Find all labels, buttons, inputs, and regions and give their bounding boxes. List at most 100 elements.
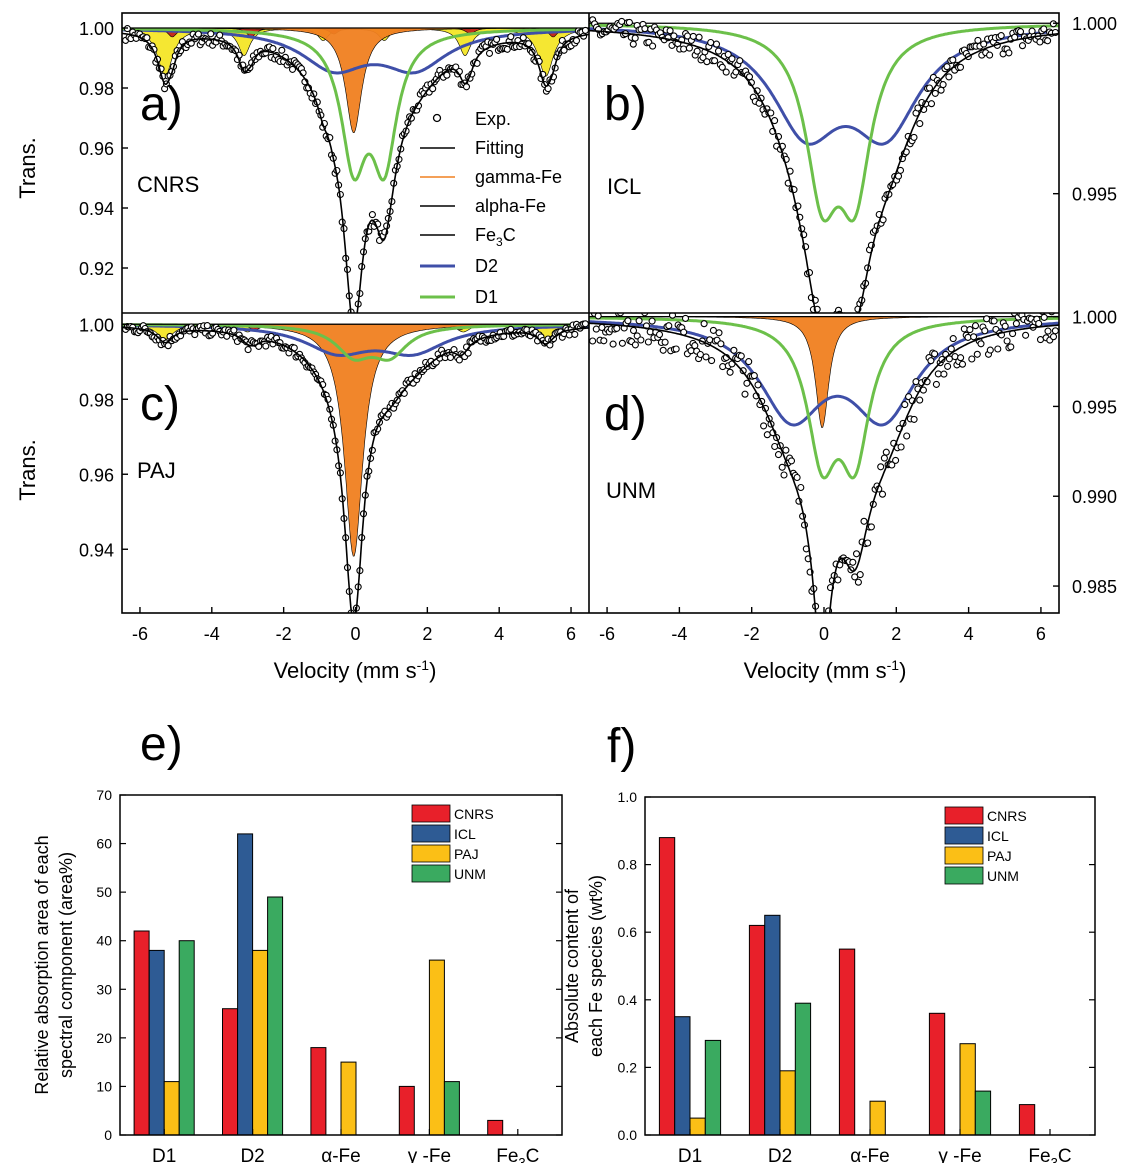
- exp-point: [641, 25, 649, 33]
- legend-swatch-unm: [944, 866, 984, 885]
- component-d1-d: [589, 316, 1059, 480]
- exp-point: [986, 346, 994, 354]
- exp-point: [661, 338, 669, 346]
- exp-point: [867, 523, 875, 531]
- bar-unm-3: [974, 1090, 992, 1136]
- exp-point: [659, 346, 667, 354]
- exp-point: [927, 357, 935, 365]
- exp-point: [970, 333, 978, 341]
- exp-point: [262, 342, 270, 350]
- exp-point: [462, 83, 471, 91]
- exp-point: [940, 370, 948, 378]
- x-tick-label: -6: [599, 624, 615, 644]
- exp-point: [637, 336, 645, 344]
- exp-point: [203, 322, 211, 330]
- exp-point: [852, 550, 861, 558]
- exp-point: [849, 332, 855, 338]
- x-tick-label: -6: [132, 624, 148, 644]
- legend-label-fitting: Fitting: [475, 138, 524, 158]
- bar-paj-1: [779, 1070, 796, 1136]
- exp-point: [715, 329, 723, 337]
- exp-point: [702, 353, 710, 361]
- exp-point: [635, 317, 643, 325]
- sample-label-cnrs: CNRS: [137, 172, 199, 197]
- exp-point: [695, 33, 703, 41]
- exp-point: [668, 313, 677, 319]
- exp-point: [901, 401, 909, 409]
- legend-swatch-paj: [411, 844, 451, 863]
- exp-point: [925, 84, 934, 92]
- exp-point: [708, 357, 716, 365]
- exp-point: [700, 320, 708, 328]
- exp-point: [910, 415, 918, 423]
- legend-swatch-icl: [411, 824, 451, 843]
- exp-point: [670, 32, 678, 40]
- exp-point: [649, 42, 657, 50]
- x-tick-label: -2: [744, 624, 760, 644]
- y-tick-label: 0.94: [79, 199, 114, 219]
- fitting-curve-a: [122, 32, 589, 313]
- spectra-legend: Exp. Fitting gamma-Fe alpha-Fe Fe3C D2 D…: [420, 109, 562, 307]
- y-tick-label: 0.4: [618, 992, 638, 1008]
- exp-point: [797, 483, 805, 492]
- legend-label-cnrs: CNRS: [987, 808, 1027, 824]
- exp-point: [782, 446, 790, 454]
- exp-point: [693, 47, 701, 55]
- bar-paj-0: [689, 1117, 706, 1136]
- legend-label-icl: ICL: [454, 826, 476, 842]
- exp-point: [931, 89, 939, 97]
- bar-cnrs-2: [838, 948, 856, 1136]
- bar-chart-absolute-content: D1 D2 α-Fe γ -Fe Fe3C 0.0 0.2 0.4 0.6 0.8 1.0 Absol…: [562, 789, 1096, 1163]
- exp-point: [916, 396, 924, 404]
- x-tick-label: -4: [204, 624, 220, 644]
- y-tick-label: 0.990: [1072, 487, 1117, 507]
- exp-point: [681, 314, 690, 322]
- exp-point: [665, 322, 673, 330]
- exp-point: [581, 320, 589, 328]
- y-tick-label: 0: [104, 1127, 112, 1143]
- exp-point: [760, 422, 768, 430]
- exp-point: [680, 45, 688, 53]
- x-tick-label: 4: [494, 624, 504, 644]
- y-tick-label: 0.995: [1072, 397, 1117, 417]
- exp-point: [493, 35, 501, 43]
- exp-point: [443, 71, 451, 79]
- y-tick-label: 0.985: [1072, 577, 1117, 597]
- y-tick-label: 0.995: [1072, 185, 1117, 205]
- legend-label-exp: Exp.: [475, 109, 511, 129]
- bar-unm-1: [267, 896, 284, 1136]
- exp-point: [672, 345, 680, 353]
- y-tick-label: 30: [96, 981, 112, 997]
- y-tick-label: 1.000: [1072, 308, 1117, 328]
- exp-point: [711, 57, 719, 65]
- bar-unm-1: [794, 1002, 812, 1136]
- y-tick-label: 10: [96, 1078, 112, 1094]
- exp-point: [927, 100, 936, 108]
- exp-point: [743, 379, 751, 387]
- category-label: D1: [678, 1146, 702, 1163]
- exp-point: [1003, 337, 1011, 345]
- exp-point: [947, 345, 955, 353]
- exp-point: [1001, 322, 1009, 330]
- bar-paj-1: [252, 949, 269, 1136]
- y-tick-label: 1.000: [1072, 14, 1117, 34]
- category-label: D2: [240, 1146, 264, 1163]
- legend-swatch-paj: [944, 846, 984, 865]
- bar-unm-0: [704, 1039, 722, 1136]
- exp-point: [977, 340, 985, 348]
- y-tick-label: 0.92: [79, 259, 114, 279]
- exp-point: [981, 327, 989, 335]
- exp-point: [745, 358, 753, 366]
- y-tick-label: 0.6: [618, 924, 638, 940]
- x-tick-label: 4: [964, 624, 974, 644]
- y-tick-label: 60: [96, 836, 112, 852]
- exp-point: [771, 442, 779, 451]
- exp-point: [943, 63, 951, 71]
- exp-point: [974, 36, 982, 44]
- x-tick-label: 0: [350, 624, 360, 644]
- y-axis-title-line: Relative absorption area of each: [32, 835, 52, 1094]
- exp-point: [143, 34, 151, 42]
- y-tick-label: 1.00: [79, 19, 114, 39]
- exp-point: [666, 27, 674, 35]
- exp-point: [914, 104, 922, 112]
